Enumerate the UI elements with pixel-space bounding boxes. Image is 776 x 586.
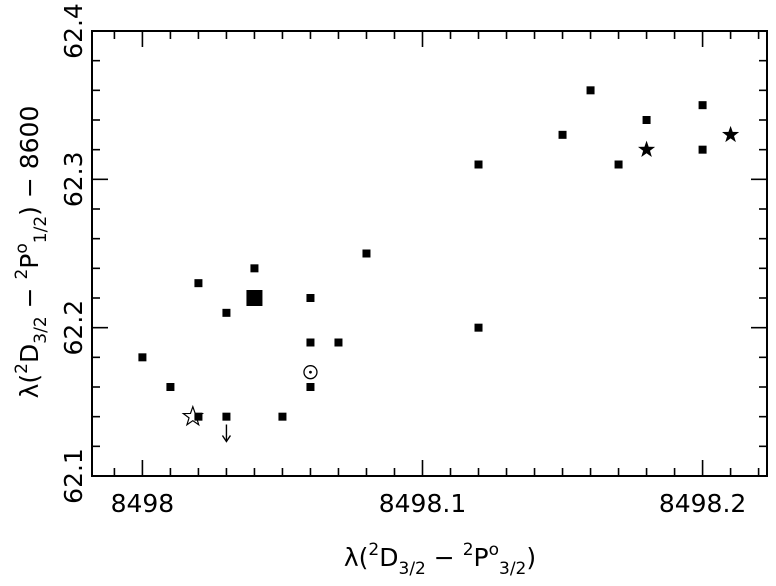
data-point-square [138,353,147,362]
data-point-square [698,101,707,110]
data-point-filled-star [722,125,740,143]
data-points [138,86,740,443]
data-point-square [222,412,231,421]
y-tick-labels: 62.1 62.2 62.3 62.4 [59,3,88,504]
data-point-square [642,116,651,124]
data-point-square [698,145,707,154]
data-point-square [222,308,231,317]
data-point-large-square [246,290,263,306]
data-point-square [614,160,623,169]
data-point-square [558,130,567,139]
y-tick-label: 62.3 [59,151,88,207]
data-point-square [194,279,203,288]
x-axis-title: λ(2D3/2 − 2Po3/2) [344,540,536,579]
x-tick-label: 8498.2 [659,489,746,518]
y-axis-title: λ(2D3/2 − 2Po1/2) − 8600 [12,106,51,399]
plot-frame [91,30,768,477]
data-point-square [334,338,343,347]
data-point-square [362,249,371,258]
data-point-filled-star [638,140,656,157]
plot-border [91,30,768,477]
data-point-square [278,412,287,421]
data-point-square [306,338,315,347]
data-point-square [306,294,315,302]
data-point-sun-dot [309,370,312,374]
x-tick-label: 8498 [111,489,175,518]
y-tick-label: 62.1 [59,448,88,504]
axis-ticks [92,30,767,477]
data-point-open-star [181,404,205,427]
data-point-square [250,264,259,273]
data-point-square [474,160,483,169]
data-point-square [586,86,595,95]
x-tick-label: 8498.1 [379,489,466,518]
y-tick-label: 62.2 [59,300,88,356]
y-tick-label: 62.4 [59,3,88,59]
x-tick-labels: 8498 8498.1 8498.2 [111,489,747,518]
data-point-square [474,323,483,332]
data-point-square [166,383,175,391]
data-point-square [306,383,315,391]
upper-limit-arrow-head [221,435,232,443]
data-point-sun-ring [303,365,318,380]
